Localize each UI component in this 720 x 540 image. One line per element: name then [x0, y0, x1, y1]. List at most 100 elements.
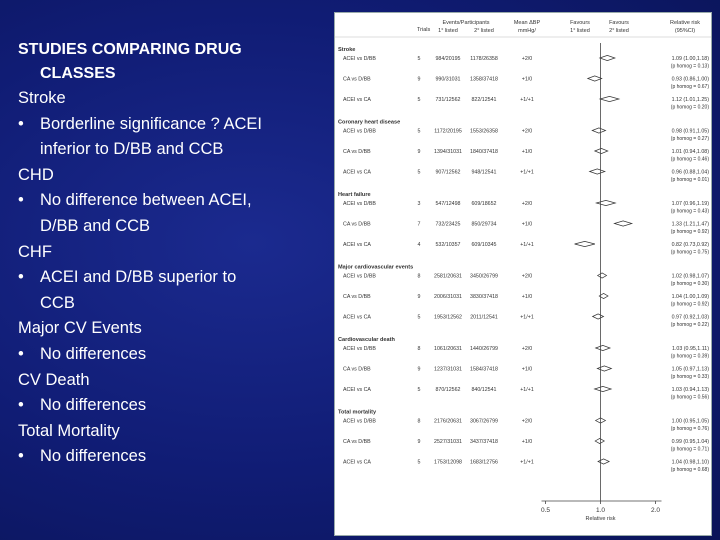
group-heading: Major cardiovascular events [338, 265, 413, 271]
comparison-label: ACEI vs D/BB [343, 201, 376, 207]
homogeneity-p: (p homog = 0.01) [671, 177, 710, 183]
mean-dbp: +2/0 [522, 56, 533, 62]
mean-dbp: +1/+1 [520, 387, 534, 393]
events-second: 1178/26358 [470, 56, 498, 62]
events-second: 1358/37418 [470, 77, 498, 83]
mean-dbp: +1/+1 [520, 97, 534, 103]
comparison-label: CA vs D/BB [343, 77, 371, 83]
comparison-label: ACEI vs D/BB [343, 129, 376, 135]
trials-count: 5 [418, 129, 421, 135]
bullet-icon: • [18, 396, 24, 415]
effect-diamond [591, 127, 607, 134]
bullet-item: • No differences [18, 444, 323, 470]
trials-count: 9 [418, 439, 421, 445]
effect-diamond [593, 148, 609, 154]
homogeneity-p: (p homog = 0.39) [671, 354, 710, 360]
mean-dbp: +1/0 [522, 222, 533, 228]
comparison-label: ACEI vs CA [343, 242, 371, 248]
page-title: STUDIES COMPARING DRUG CLASSES [18, 38, 323, 86]
trials-count: 5 [418, 460, 421, 466]
bullet-text-line: D/BB and CCB [40, 216, 151, 235]
events-second: 822/12541 [471, 97, 496, 103]
relative-risk-value: 0.97 (0.92,1.03) [672, 315, 710, 321]
mean-dbp: +1/+1 [520, 170, 534, 176]
events-first: 1172/20195 [434, 129, 462, 135]
trials-count: 8 [418, 419, 421, 425]
events-second: 840/12541 [471, 387, 496, 393]
effect-diamond [595, 200, 617, 206]
homogeneity-p: (p homog = 0.71) [671, 447, 710, 453]
bullet-item: • No difference between ACEI, D/BB and CCB [18, 188, 323, 239]
group-heading: Stroke [338, 47, 355, 53]
header-trials: Trials [417, 27, 430, 33]
events-first: 2006/31031 [434, 294, 462, 300]
bullet-text-line: inferior to D/BB and CCB [40, 140, 224, 159]
header-events-2: 2° listed [474, 28, 494, 34]
mean-dbp: +2/0 [522, 346, 533, 352]
header-events-1: 1° listed [438, 28, 458, 34]
trials-count: 8 [418, 346, 421, 352]
relative-risk-value: 0.99 (0.95,1.04) [672, 439, 710, 445]
group-heading: Heart failure [338, 192, 371, 198]
comparison-label: ACEI vs D/BB [343, 274, 376, 280]
events-first: 990/31031 [435, 77, 460, 83]
homogeneity-p: (p homog = 0.67) [671, 84, 710, 90]
title-line-1: STUDIES COMPARING DRUG [18, 41, 242, 58]
header-mean-unit: mmHg/ [518, 28, 536, 34]
bullet-text-line: No difference between ACEI, [40, 191, 252, 210]
relative-risk-value: 1.09 (1.00,1.18) [672, 56, 710, 62]
effect-diamond [594, 345, 612, 351]
events-first: 1061/20631 [434, 346, 462, 352]
mean-dbp: +1/0 [522, 439, 533, 445]
comparison-label: CA vs D/BB [343, 222, 371, 228]
homogeneity-p: (p homog = 0.76) [671, 426, 710, 432]
mean-dbp: +1/+1 [520, 315, 534, 321]
events-first: 2527/31031 [434, 439, 462, 445]
comparison-label: CA vs D/BB [343, 367, 371, 373]
relative-risk-value: 0.98 (0.91,1.05) [672, 129, 710, 135]
forest-plot-figure: Trials Events/Participants 1° listed 2° lis… [334, 12, 712, 536]
bullet-icon: • [18, 344, 24, 363]
relative-risk-value: 1.33 (1.21,1.47) [672, 222, 710, 228]
trials-count: 5 [418, 56, 421, 62]
events-first: 1394/31031 [434, 149, 462, 155]
trials-count: 9 [418, 77, 421, 83]
mean-dbp: +1/+1 [520, 242, 534, 248]
comparison-label: ACEI vs D/BB [343, 419, 376, 425]
trials-count: 5 [418, 315, 421, 321]
events-second: 1584/37418 [470, 367, 498, 373]
homogeneity-p: (p homog = 0.46) [671, 157, 710, 163]
events-first: 732/23425 [435, 222, 460, 228]
section-heading: CHD [18, 165, 54, 184]
events-first: 1953/12562 [434, 315, 462, 321]
bullet-text-line: No differences [40, 447, 147, 466]
effect-diamond [588, 168, 606, 175]
events-second: 1553/26358 [470, 129, 498, 135]
homogeneity-p: (p homog = 0.68) [671, 467, 710, 473]
events-first: 1237/31031 [434, 367, 462, 373]
summary-panel: STUDIES COMPARING DRUG CLASSES Stroke • Bord… [18, 38, 323, 470]
relative-risk-value: 1.00 (0.95,1.05) [672, 419, 710, 425]
effect-diamond [596, 272, 608, 279]
bullet-text-line: Borderline significance ? ACEI [40, 114, 262, 133]
relative-risk-value: 1.04 (1.00,1.09) [672, 294, 710, 300]
tick-label: 1.0 [596, 507, 605, 514]
group-heading: Total mortality [338, 410, 377, 416]
events-first: 547/12498 [435, 201, 460, 207]
homogeneity-p: (p homog = 0.43) [671, 209, 710, 215]
events-first: 532/10357 [435, 242, 460, 248]
events-second: 1840/37418 [470, 149, 498, 155]
effect-diamond [594, 437, 606, 445]
homogeneity-p: (p homog = 0.75) [671, 250, 710, 256]
header-favours-1-sub: 1° listed [570, 28, 590, 34]
relative-risk-value: 0.96 (0.88,1.04) [672, 170, 710, 176]
events-second: 948/12541 [471, 170, 496, 176]
mean-dbp: +2/0 [522, 274, 533, 280]
relative-risk-value: 1.05 (0.97,1.13) [672, 367, 710, 373]
relative-risk-value: 1.01 (0.94,1.08) [672, 149, 710, 155]
trials-count: 4 [418, 242, 421, 248]
bullet-icon: • [18, 268, 24, 287]
relative-risk-value: 1.07 (0.96,1.19) [672, 201, 710, 207]
mean-dbp: +1/0 [522, 294, 533, 300]
section-heading: Stroke [18, 89, 66, 107]
